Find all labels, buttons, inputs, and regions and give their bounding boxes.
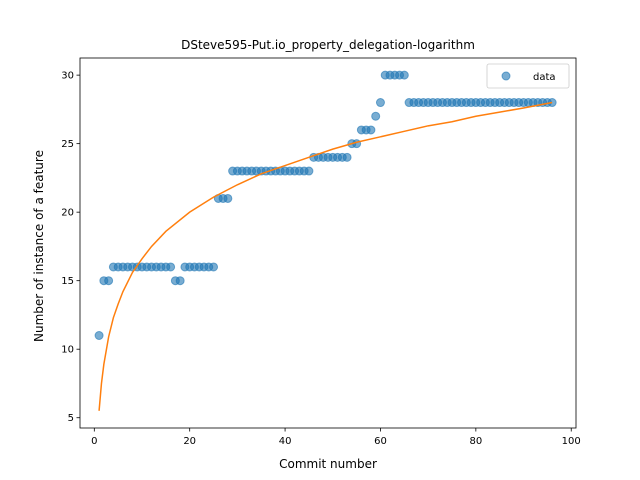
x-tick-label: 0 — [91, 436, 97, 447]
y-tick-label: 25 — [61, 139, 74, 150]
y-axis-label: Number of instance of a feature — [32, 150, 46, 342]
data-point — [371, 111, 381, 121]
y-tick-label: 15 — [61, 276, 74, 287]
x-tick-label: 40 — [279, 436, 292, 447]
legend: data — [486, 63, 570, 89]
data-point — [104, 276, 114, 286]
x-tick-label: 60 — [374, 436, 387, 447]
y-tick-label: 10 — [61, 345, 74, 356]
data-point — [304, 166, 314, 176]
x-tick-label: 20 — [183, 436, 196, 447]
y-tick-label: 20 — [61, 208, 74, 219]
legend-label: data — [533, 72, 556, 83]
y-tick-label: 30 — [61, 71, 74, 82]
data-point — [166, 262, 176, 272]
y-tick-label: 5 — [68, 413, 74, 424]
legend-box — [486, 63, 570, 89]
x-tick-label: 100 — [562, 436, 581, 447]
data-point — [94, 331, 104, 340]
data-point — [375, 98, 385, 108]
data-point — [223, 193, 233, 203]
axes-frame — [79, 57, 577, 429]
chart-title: DSteve595-Put.io_property_delegation-log… — [181, 38, 475, 52]
fit-line — [98, 101, 553, 411]
x-axis-label: Commit number — [279, 457, 377, 471]
data-point — [209, 262, 219, 272]
axes: 0 20 40 60 80 100 5 10 15 20 25 30 — [61, 57, 581, 447]
x-tick-label: 80 — [469, 436, 482, 447]
data-point — [399, 70, 409, 80]
data-point — [175, 276, 185, 286]
data-point — [342, 152, 352, 162]
legend-marker — [501, 71, 511, 81]
data-point — [366, 125, 376, 135]
plot-area — [94, 70, 557, 411]
